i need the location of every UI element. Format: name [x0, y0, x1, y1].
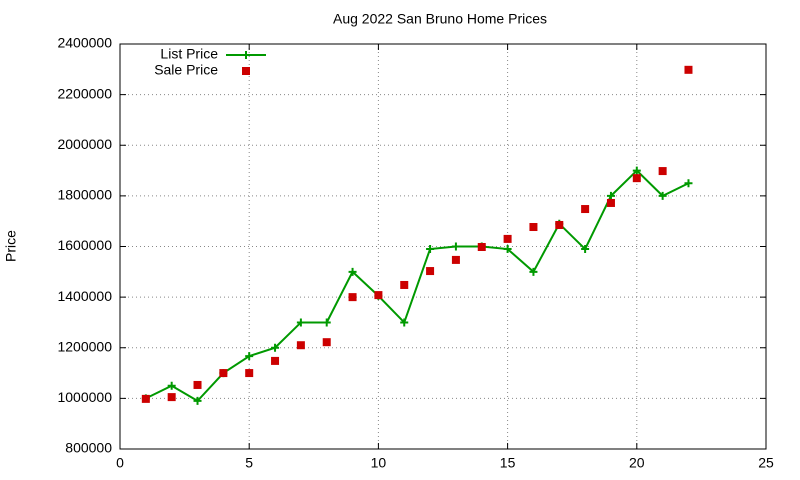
data-point	[555, 220, 564, 229]
legend-point	[242, 67, 250, 75]
data-point	[426, 245, 435, 254]
data-point	[503, 245, 512, 254]
y-axis-label: Price	[3, 230, 19, 262]
data-point	[374, 291, 383, 300]
data-point	[451, 255, 460, 264]
data-point	[296, 341, 305, 350]
data-point	[296, 318, 305, 327]
data-point	[529, 223, 538, 232]
data-point	[348, 267, 357, 276]
x-tick-label: 25	[758, 455, 774, 471]
y-tick-label: 1600000	[57, 237, 112, 253]
y-tick-label: 800000	[65, 440, 112, 456]
data-point	[529, 267, 538, 276]
y-tick-label: 2400000	[57, 35, 112, 51]
data-point	[245, 369, 254, 378]
y-tick-label: 1800000	[57, 187, 112, 203]
data-point	[141, 394, 150, 403]
x-tick-label: 15	[500, 455, 516, 471]
plot-frame	[119, 43, 767, 450]
data-point	[477, 243, 486, 252]
data-point	[632, 166, 641, 175]
data-point	[348, 293, 357, 302]
legend-label: List Price	[160, 46, 218, 62]
data-point	[581, 205, 590, 214]
data-point	[658, 167, 667, 176]
data-point	[400, 318, 409, 327]
data-point	[167, 393, 176, 402]
data-point	[400, 280, 409, 289]
data-point	[322, 338, 331, 347]
data-point	[684, 179, 693, 188]
data-point	[606, 191, 615, 200]
data-point	[684, 65, 693, 74]
legend-label: Sale Price	[154, 62, 218, 78]
y-tick-label: 1400000	[57, 288, 112, 304]
data-point	[193, 396, 202, 405]
y-tick-label: 2000000	[57, 136, 112, 152]
data-point	[426, 267, 435, 276]
series-line	[145, 169, 689, 403]
data-point	[606, 198, 615, 207]
data-point	[167, 381, 176, 390]
data-point	[503, 234, 512, 243]
data-point	[632, 174, 641, 183]
x-tick-label: 5	[245, 455, 253, 471]
data-point	[193, 380, 202, 389]
x-tick-label: 20	[629, 455, 645, 471]
y-tick-label: 1200000	[57, 338, 112, 354]
chart-title: Aug 2022 San Bruno Home Prices	[333, 11, 547, 27]
data-point	[322, 318, 331, 327]
data-point	[219, 369, 228, 378]
x-tick-label: 0	[116, 455, 124, 471]
x-tick-label: 10	[371, 455, 387, 471]
data-point	[271, 343, 280, 352]
data-point	[451, 242, 460, 251]
data-point	[581, 245, 590, 254]
legend-point	[242, 51, 250, 59]
y-tick-label: 2200000	[57, 85, 112, 101]
data-point	[658, 191, 667, 200]
data-point	[245, 352, 254, 361]
data-point	[271, 356, 280, 365]
y-tick-label: 1000000	[57, 389, 112, 405]
